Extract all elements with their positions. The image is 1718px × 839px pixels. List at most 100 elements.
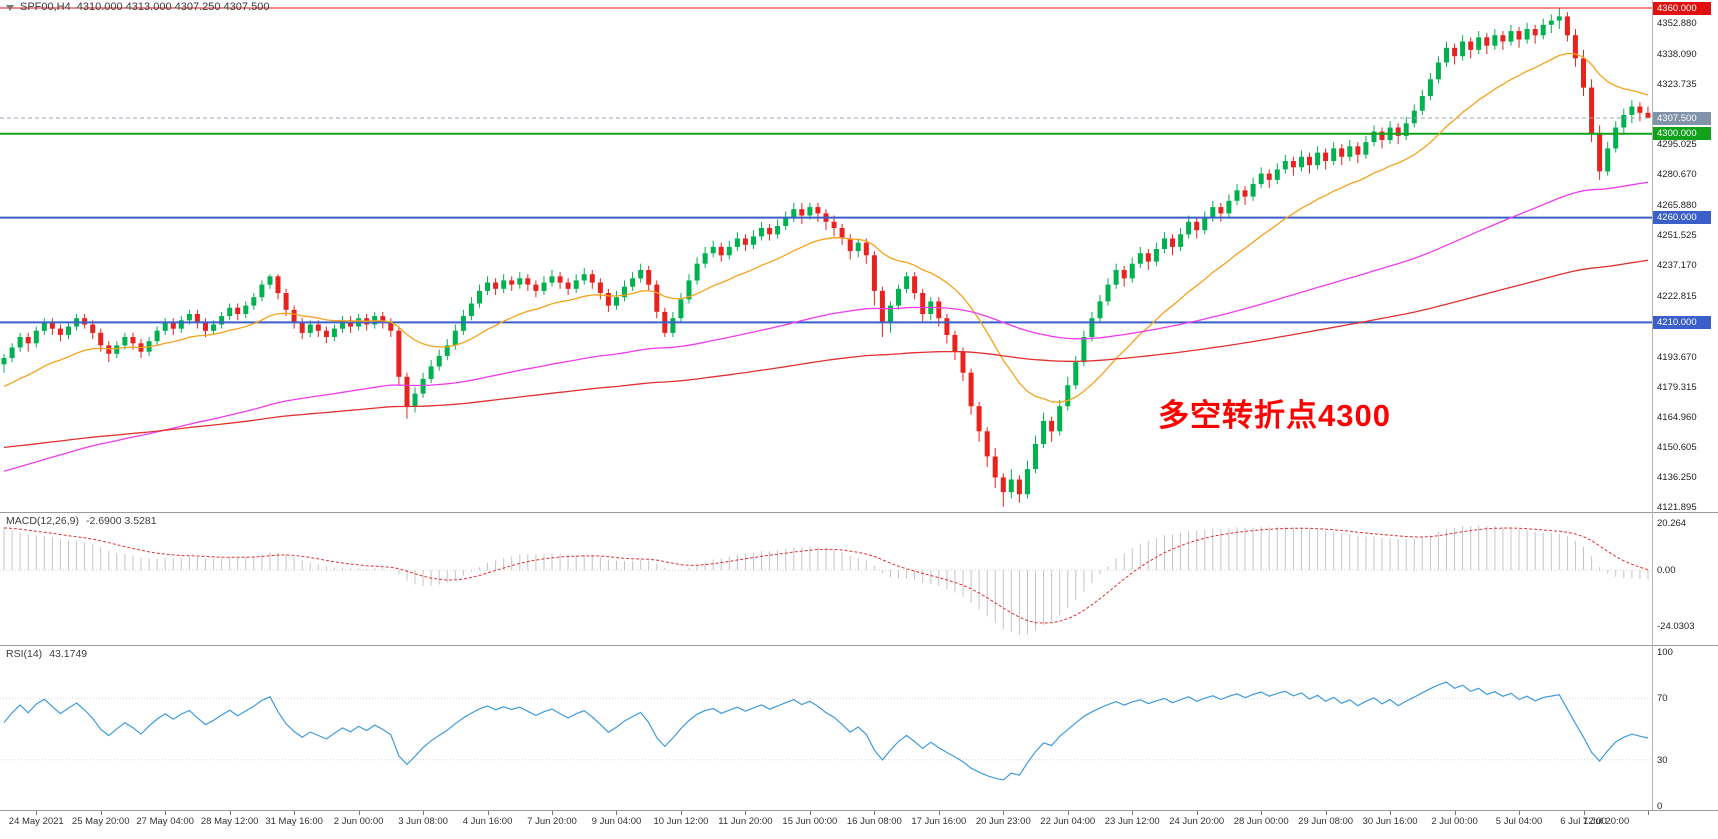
time-axis-tick-mark [1455,810,1456,815]
time-axis-label: 7 Jun 20:00 [527,816,577,827]
macd-layer [0,525,1652,635]
time-axis-tick-mark [552,810,553,815]
time-axis-tick-mark [1584,810,1585,815]
time-axis-tick-mark [294,810,295,815]
chart-title: SPF00,H4 4310.000 4313.000 4307.250 4307… [6,1,269,13]
time-axis-label: 28 Jun 00:00 [1233,816,1289,827]
macd-indicator-label: MACD(12,26,9) -2.6900 3.5281 [6,515,157,527]
price-axis-tick: 4265.880 [1657,200,1697,212]
time-axis-tick-mark [488,810,489,815]
time-axis-tick-mark [1519,810,1520,815]
time-axis-label: 6 Jul 12:00 [1560,816,1607,827]
time-axis-label: 5 Jul 04:00 [1495,816,1543,827]
macd-axis-tick: 0.00 [1657,565,1676,577]
annotation-text: 多空转折点4300 [1158,398,1391,433]
time-axis-tick-mark [1197,810,1198,815]
time-axis-tick-mark [616,810,617,815]
time-axis-tick-mark [1326,810,1327,815]
price-axis-tick: 4164.960 [1657,411,1697,423]
price-level-label: 4260.000 [1653,211,1711,225]
time-axis-label: 4 Jun 16:00 [462,816,513,827]
rsi-axis-tick: 30 [1657,754,1668,766]
time-axis-label: 17 Jun 16:00 [911,816,967,827]
rsi-axis-tick: 100 [1657,647,1673,658]
time-axis-tick-mark [1068,810,1069,815]
time-axis-tick-mark [101,810,102,815]
chart-ohlc-values: 4310.000 4313.000 4307.250 4307.500 [76,1,270,13]
macd-axis-tick: 20.264 [1657,518,1687,530]
rsi-line [3,681,1649,781]
time-axis-label: 27 May 04:00 [136,816,194,827]
time-axis-label: 16 Jun 08:00 [846,816,902,827]
macd-values: -2.6900 3.5281 [85,515,157,527]
time-axis-tick-mark [681,810,682,815]
time-axis-label: 25 May 20:00 [71,816,130,827]
time-axis-label: 20 Jun 23:00 [975,816,1031,827]
macd-signal-line [3,527,1649,624]
price-level-label: 4210.000 [1653,315,1711,329]
price-axis-tick: 4352.880 [1657,17,1697,29]
rsi-indicator-label: RSI(14) 43.1749 [6,648,87,660]
panel-separator-timeaxis [0,810,1718,811]
axis-separator [1652,0,1653,810]
price-axis-tick: 4323.735 [1657,79,1697,90]
time-axis-label: 11 Jun 20:00 [718,816,773,827]
price-axis-tick: 4193.670 [1657,351,1697,363]
price-axis-tick: 4136.250 [1657,471,1697,483]
time-axis-label: 9 Jun 04:00 [591,816,642,827]
time-axis-tick-mark [745,810,746,815]
time-axis-label: 2 Jul 00:00 [1431,816,1478,827]
candles-layer [1,8,1651,507]
time-axis-label: 31 May 16:00 [265,816,323,827]
time-axis-tick-mark [165,810,166,815]
rsi-layer [0,681,1652,781]
time-axis-tick-mark [230,810,231,815]
time-axis-label: 23 Jun 12:00 [1104,816,1160,827]
time-axis-label: 22 Jun 04:00 [1040,816,1096,827]
time-axis-tick-mark [1390,810,1391,815]
price-axis-tick: 4237.170 [1657,260,1697,272]
rsi-value: 43.1749 [49,648,88,660]
time-axis-tick-mark [1132,810,1133,815]
price-level-label: 4360.000 [1653,1,1711,15]
time-axis-label: 15 Jun 00:00 [782,816,838,827]
panel-separator-rsi [0,645,1718,646]
rsi-axis-tick: 70 [1657,693,1668,705]
time-axis-label: 24 May 2021 [8,816,64,827]
time-axis-label: 29 Jun 08:00 [1298,816,1354,827]
time-axis-tick-mark [874,810,875,815]
ema-medium-line [3,181,1649,472]
panel-separator-macd [0,512,1718,513]
time-axis-tick-mark [810,810,811,815]
hlines-layer [0,7,1652,324]
price-axis-tick: 4280.670 [1657,169,1697,181]
price-axis-tick: 4295.025 [1657,139,1697,151]
price-axis-tick: 4338.090 [1657,48,1697,60]
time-axis-label: 10 Jun 12:00 [653,816,709,827]
moving-averages-layer [3,52,1649,472]
macd-name: MACD(12,26,9) [6,515,79,527]
time-axis-label: 24 Jun 20:00 [1169,816,1225,827]
time-axis-label: 28 May 12:00 [200,816,259,827]
macd-axis-tick: -24.0303 [1657,620,1695,632]
price-axis-tick: 4222.815 [1657,290,1697,302]
price-level-label: 4307.500 [1653,111,1711,125]
time-axis-tick-mark [939,810,940,815]
price-axis-tick: 4179.315 [1657,381,1697,393]
time-axis-tick-mark [1648,810,1649,815]
ema-fast-line [3,52,1649,403]
price-level-label: 4300.000 [1653,127,1711,141]
chart-symbol-period: SPF00,H4 [20,1,71,13]
time-axis-label: 3 Jun 08:00 [398,816,448,827]
time-axis-tick-mark [359,810,360,815]
time-axis-label: 30 Jun 16:00 [1362,816,1418,827]
chart-shift-icon [6,4,14,11]
time-axis-tick-mark [1003,810,1004,815]
ema-slow-line [3,259,1649,449]
price-axis-tick: 4121.895 [1657,502,1697,513]
time-axis-tick-mark [423,810,424,815]
time-axis-label: 7 Jul 20:00 [1582,816,1630,827]
price-axis-tick: 4251.525 [1657,230,1697,242]
